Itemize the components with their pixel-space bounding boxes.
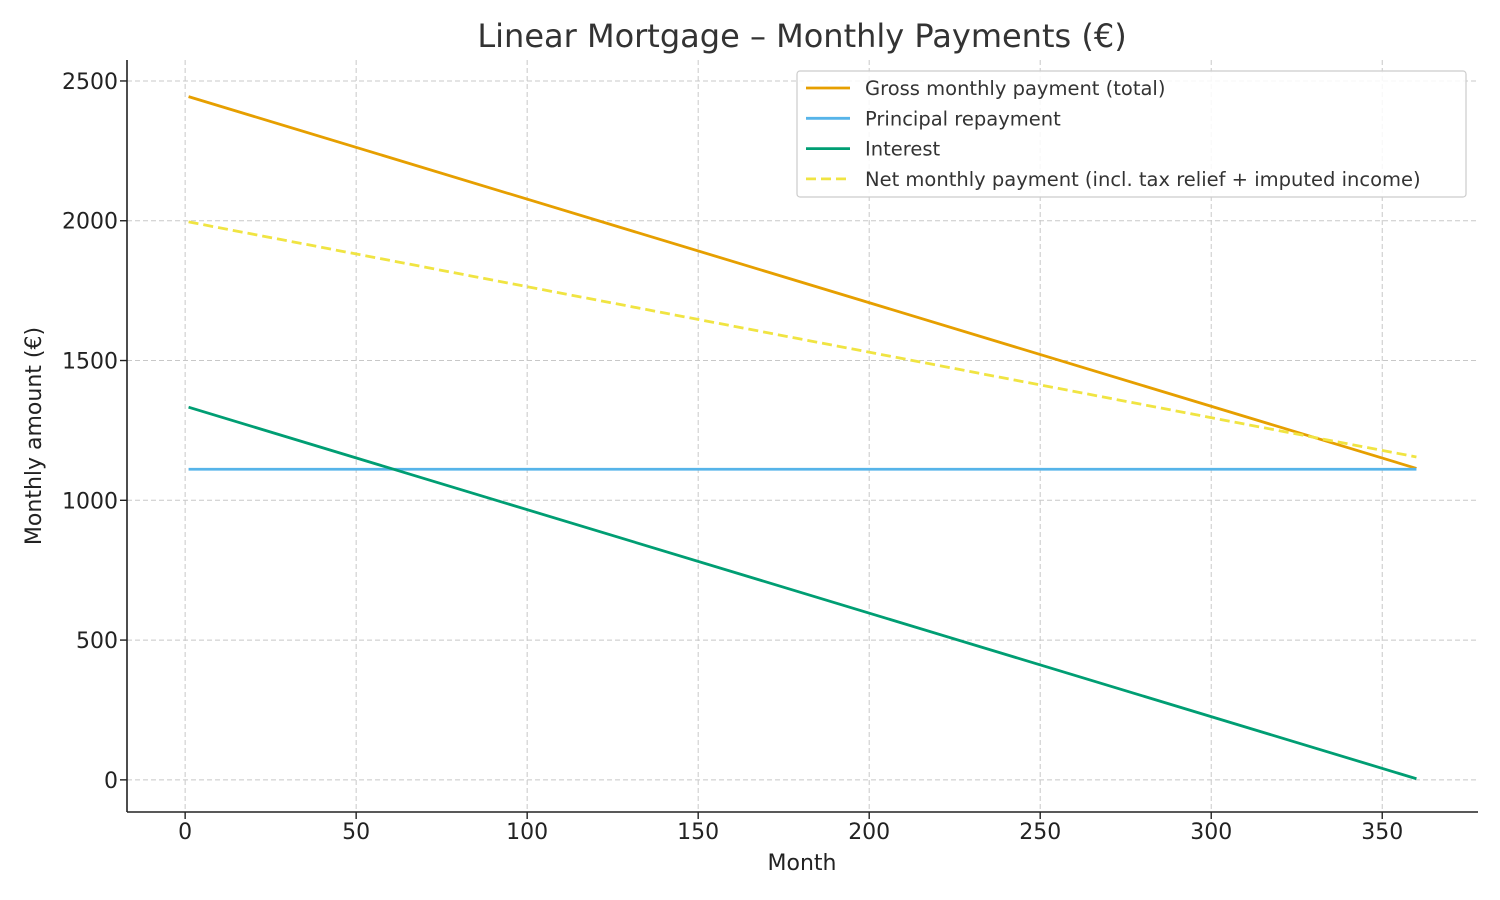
legend-label-principal-repayment: Principal repayment xyxy=(865,107,1061,130)
x-tick-label: 50 xyxy=(342,820,370,845)
legend: Gross monthly payment (total) Principal r… xyxy=(796,70,1467,198)
x-tick-label: 150 xyxy=(677,820,719,845)
x-tick-label: 350 xyxy=(1361,820,1403,845)
x-tick-label: 250 xyxy=(1019,820,1061,845)
x-tick-label: 0 xyxy=(178,820,192,845)
x-tick-label: 200 xyxy=(848,820,890,845)
axes xyxy=(126,60,1478,813)
y-tick-label: 2500 xyxy=(62,70,118,95)
y-tick-label: 2000 xyxy=(62,210,118,235)
legend-label-interest: Interest xyxy=(865,138,940,161)
interest-line xyxy=(188,405,1417,781)
y-axis-label: Monthly amount (€) xyxy=(22,327,47,545)
legend-label-gross-payment: Gross monthly payment (total) xyxy=(865,77,1165,100)
x-axis-ticks: 0 50 100 150 200 250 300 350 xyxy=(178,812,1403,845)
y-tick-label: 0 xyxy=(104,769,118,794)
x-tick-label: 300 xyxy=(1190,820,1232,845)
y-tick-label: 1500 xyxy=(62,350,118,375)
legend-frame xyxy=(796,70,1467,198)
x-axis-label: Month xyxy=(768,851,837,876)
gross-payment-line xyxy=(188,95,1417,470)
x-tick-label: 100 xyxy=(506,820,548,845)
y-tick-label: 500 xyxy=(76,629,118,654)
net-payment-line xyxy=(188,220,1417,459)
y-tick-label: 1000 xyxy=(62,489,118,514)
chart-title: Linear Mortgage – Monthly Payments (€) xyxy=(477,17,1126,55)
y-axis-ticks: 0 500 1000 1500 2000 2500 xyxy=(62,70,127,794)
plot-area xyxy=(188,95,1417,781)
grid xyxy=(127,60,1478,812)
legend-label-net-payment: Net monthly payment (incl. tax relief + … xyxy=(865,168,1421,191)
